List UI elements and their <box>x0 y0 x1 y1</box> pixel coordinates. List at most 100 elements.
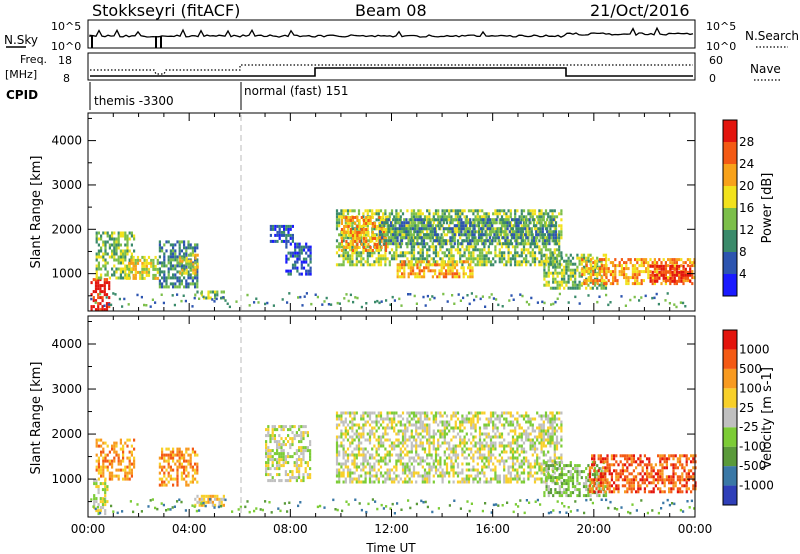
echo-cell <box>134 267 137 271</box>
echo-cell <box>218 503 221 507</box>
echo-cell <box>365 249 368 252</box>
echo-cell <box>191 305 194 308</box>
echo-cell <box>95 276 98 280</box>
echo-cell <box>406 468 409 472</box>
echo-cell <box>417 435 420 439</box>
echo-cell <box>349 441 352 445</box>
echo-cell <box>436 236 439 240</box>
echo-cell <box>119 249 122 253</box>
echo-cell <box>525 263 528 267</box>
echo-cell <box>558 271 561 275</box>
echo-cell <box>340 474 343 478</box>
echo-cell <box>431 269 434 273</box>
echo-cell <box>449 260 452 264</box>
echo-cell <box>415 420 418 424</box>
echo-cell <box>476 474 479 478</box>
echo-cell <box>548 233 551 237</box>
echo-cell <box>165 477 168 481</box>
echo-cell <box>502 221 505 225</box>
echo-cell <box>421 257 424 261</box>
echo-cell <box>349 260 352 264</box>
echo-cell <box>342 254 345 258</box>
echo-cell <box>269 455 272 459</box>
echo-cell <box>596 259 599 263</box>
nave-label: Nave <box>750 62 781 76</box>
echo-cell <box>291 476 294 480</box>
echo-cell <box>582 259 586 263</box>
echo-cell <box>451 275 454 279</box>
echo-cell <box>134 270 137 274</box>
echo-cell <box>589 253 592 257</box>
echo-cell <box>445 263 448 267</box>
echo-cell <box>415 441 418 445</box>
echo-cell <box>689 258 692 262</box>
echo-cell <box>486 239 489 243</box>
echo-cell <box>386 414 389 418</box>
echo-cell <box>452 426 455 430</box>
echo-cell <box>192 262 195 266</box>
echo-cell <box>430 411 433 415</box>
echo-cell <box>371 432 374 436</box>
echo-cell <box>524 221 527 225</box>
echo-cell <box>373 435 376 439</box>
echo-cell <box>280 425 283 429</box>
echo-cell <box>347 231 350 234</box>
echo-cell <box>346 411 350 415</box>
echo-cell <box>130 468 133 472</box>
echo-cell <box>426 429 429 433</box>
echo-cell <box>448 441 451 445</box>
echo-cell <box>482 233 485 237</box>
echo-cell <box>384 246 388 249</box>
echo-cell <box>428 468 431 472</box>
echo-cell <box>187 483 190 487</box>
echo-cell <box>92 290 95 294</box>
echo-cell <box>535 224 538 228</box>
echo-cell <box>117 462 120 466</box>
echo-cell <box>456 456 460 460</box>
echo-cell <box>172 468 175 472</box>
echo-cell <box>382 432 385 436</box>
echo-cell <box>362 242 365 246</box>
echo-cell <box>364 465 367 469</box>
echo-cell <box>437 215 440 219</box>
echo-cell <box>335 474 339 478</box>
echo-cell <box>384 260 387 264</box>
echo-cell <box>464 230 467 234</box>
echo-cell <box>545 271 548 275</box>
echo-cell <box>558 262 561 266</box>
echo-cell <box>278 458 281 462</box>
echo-cell <box>111 234 114 238</box>
echo-cell <box>419 233 422 237</box>
echo-cell <box>278 461 281 465</box>
echo-cell <box>675 279 679 283</box>
echo-cell <box>447 230 450 234</box>
echo-cell <box>397 212 400 216</box>
echo-cell <box>441 239 444 243</box>
echo-cell <box>538 209 541 213</box>
echo-cell <box>371 251 374 255</box>
echo-cell <box>547 268 550 272</box>
echo-cell <box>620 295 623 298</box>
echo-cell <box>362 432 365 436</box>
echo-cell <box>196 273 199 277</box>
echo-cell <box>476 257 479 261</box>
echo-cell <box>163 459 166 463</box>
echo-cell <box>558 286 561 290</box>
echo-cell <box>335 450 339 454</box>
echo-cell <box>342 450 345 454</box>
echo-cell <box>362 240 366 243</box>
echo-cell <box>196 267 199 271</box>
echo-cell <box>351 263 354 267</box>
echo-cell <box>399 462 402 466</box>
echo-cell <box>104 453 107 457</box>
echo-cell <box>111 252 114 256</box>
echo-cell <box>476 263 479 267</box>
echo-cell <box>614 276 617 280</box>
echo-cell <box>220 500 223 504</box>
echo-cell <box>385 218 388 222</box>
echo-cell <box>136 293 139 297</box>
echo-cell <box>384 456 387 460</box>
echo-cell <box>342 209 345 213</box>
echo-cell <box>604 286 608 290</box>
echo-cell <box>483 465 486 469</box>
